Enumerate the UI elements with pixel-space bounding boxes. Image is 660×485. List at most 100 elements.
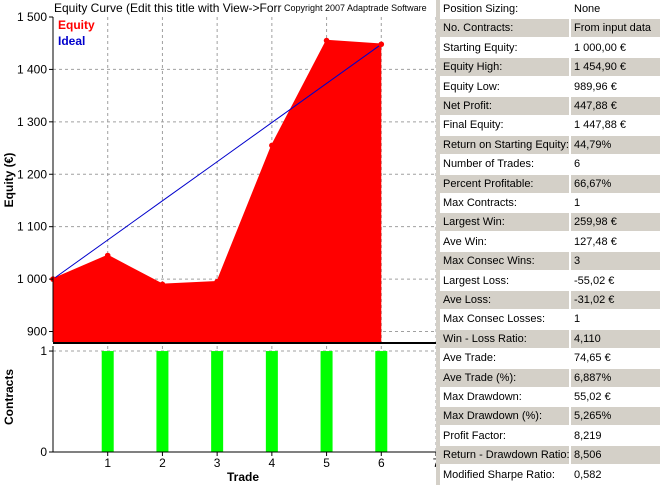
- equity-y-tick-label: 1 200: [17, 167, 47, 181]
- stat-value: 6: [571, 155, 660, 174]
- x-tick-label: 4: [269, 456, 276, 470]
- x-tick-label: 3: [214, 456, 221, 470]
- contract-bar: [320, 351, 333, 452]
- stat-label: Return on Starting Equity:: [440, 135, 569, 154]
- statistics-panel: Position Sizing: None No. Contracts: From i…: [440, 0, 660, 485]
- stat-label: Max Consec Losses:: [440, 310, 569, 329]
- stat-label: Number of Trades:: [440, 155, 569, 174]
- stat-value: 0,582: [571, 465, 660, 484]
- equity-point: [214, 278, 220, 285]
- chart-title: Equity Curve (Edit this title with View-…: [54, 1, 282, 15]
- stat-value: 5,265%: [571, 407, 660, 426]
- stat-label: Percent Profitable:: [440, 174, 569, 193]
- stat-value: 8,506: [571, 446, 660, 465]
- contracts-y-tick-label: 0: [40, 445, 47, 459]
- stat-label: Ave Trade:: [440, 349, 569, 368]
- stat-row: Position Sizing: None: [440, 0, 660, 19]
- stat-value: None: [571, 0, 660, 18]
- stat-value: 8,219: [571, 426, 660, 445]
- stat-row: Return on Starting Equity: 44,79%: [440, 135, 660, 155]
- equity-y-tick-label: 900: [27, 325, 47, 339]
- stat-row: Max Consec Losses: 1: [440, 310, 660, 330]
- stat-row: Max Consec Wins: 3: [440, 252, 660, 272]
- stat-row: Number of Trades: 6: [440, 155, 660, 175]
- stat-row: Win - Loss Ratio: 4,110: [440, 329, 660, 349]
- stat-value: 447,88 €: [571, 97, 660, 115]
- stat-value: 1 000,00 €: [571, 38, 660, 57]
- stat-label: Win - Loss Ratio:: [440, 329, 569, 348]
- stat-label: Net Profit:: [440, 97, 569, 115]
- x-tick-label: 1: [104, 456, 111, 470]
- stat-row: Net Profit: 447,88 €: [440, 97, 660, 116]
- trade-x-tick-labels: 1 2 3 4 5 6 7: [104, 452, 436, 470]
- equity-y-tick-labels: 900 1 000 1 100 1 200 1 300 1 400 1 500: [17, 10, 53, 339]
- contract-bars: [101, 351, 388, 452]
- stat-label: Equity Low:: [440, 77, 569, 96]
- stat-label: Largest Win:: [440, 213, 569, 232]
- x-axis-label: Trade: [227, 470, 259, 484]
- stat-label: Max Consec Wins:: [440, 252, 569, 271]
- stat-value: 4,110: [571, 329, 660, 348]
- stat-value: 74,65 €: [571, 349, 660, 368]
- stat-label: Ave Trade (%):: [440, 368, 569, 387]
- stat-label: Modified Sharpe Ratio:: [440, 465, 569, 484]
- stat-label: Max Drawdown (%):: [440, 407, 569, 426]
- stat-label: Ave Win:: [440, 232, 569, 251]
- stat-value: 989,96 €: [571, 77, 660, 96]
- equity-y-axis-label: Equity (€): [2, 153, 16, 208]
- stat-row: Percent Profitable: 66,67%: [440, 174, 660, 194]
- contract-bar: [265, 351, 278, 452]
- stat-value: 44,79%: [571, 135, 660, 154]
- stat-label: Largest Loss:: [440, 271, 569, 290]
- legend-ideal: Ideal: [58, 34, 85, 48]
- contract-bar: [375, 351, 388, 452]
- stat-value: 55,02 €: [571, 388, 660, 406]
- stat-row: Ave Trade: 74,65 €: [440, 349, 660, 369]
- equity-point: [378, 41, 385, 48]
- stat-value: 1 454,90 €: [571, 58, 660, 77]
- stat-value: -31,02 €: [571, 291, 660, 309]
- stat-value: 1: [571, 194, 660, 212]
- stat-row: Max Drawdown (%): 5,265%: [440, 407, 660, 427]
- stat-label: Return - Drawdown Ratio:: [440, 446, 569, 465]
- equity-point: [159, 281, 166, 288]
- x-tick-label: 6: [378, 456, 385, 470]
- stat-label: Final Equity:: [440, 116, 569, 135]
- contracts-gridlines: [53, 346, 436, 452]
- ideal-line: [52, 43, 382, 280]
- stat-value: 259,98 €: [571, 213, 660, 232]
- stat-value: 1: [571, 310, 660, 329]
- equity-area-fill: [53, 40, 382, 342]
- equity-y-tick-label: 1 400: [17, 62, 47, 76]
- contract-bar: [156, 351, 169, 452]
- stat-value: From input data: [571, 19, 660, 38]
- equity-area: [53, 40, 382, 342]
- stat-value: 6,887%: [571, 368, 660, 387]
- x-tick-label: 2: [159, 456, 166, 470]
- stat-row: Final Equity: 1 447,88 €: [440, 116, 660, 136]
- equity-contracts-chart: Equity Curve (Edit this title with View-…: [2, 1, 436, 484]
- stat-row: Max Contracts: 1: [440, 194, 660, 213]
- equity-y-tick-label: 1 500: [17, 10, 47, 24]
- stat-row: Return - Drawdown Ratio: 8,506: [440, 446, 660, 466]
- stat-value: -55,02 €: [571, 271, 660, 290]
- stat-label: Equity High:: [440, 58, 569, 77]
- contract-bar: [101, 351, 114, 452]
- stat-value: 127,48 €: [571, 232, 660, 251]
- stat-row: Starting Equity: 1 000,00 €: [440, 38, 660, 58]
- stat-row: Largest Loss: -55,02 €: [440, 271, 660, 291]
- stat-label: Max Contracts:: [440, 194, 569, 212]
- stat-value: 1 447,88 €: [571, 116, 660, 135]
- stat-value: 3: [571, 252, 660, 271]
- stat-row: Max Drawdown: 55,02 €: [440, 388, 660, 407]
- equity-point: [323, 37, 330, 44]
- contract-bar: [211, 351, 224, 452]
- stat-row: Modified Sharpe Ratio: 0,582: [440, 465, 660, 485]
- stat-row: Ave Trade (%): 6,887%: [440, 368, 660, 388]
- stat-label: Profit Factor:: [440, 426, 569, 445]
- stat-row: Equity Low: 989,96 €: [440, 77, 660, 97]
- x-tick-label: 7: [433, 456, 436, 470]
- contracts-y-tick-labels: 01: [40, 344, 53, 459]
- stat-label: Starting Equity:: [440, 38, 569, 57]
- equity-y-tick-label: 1 100: [17, 220, 47, 234]
